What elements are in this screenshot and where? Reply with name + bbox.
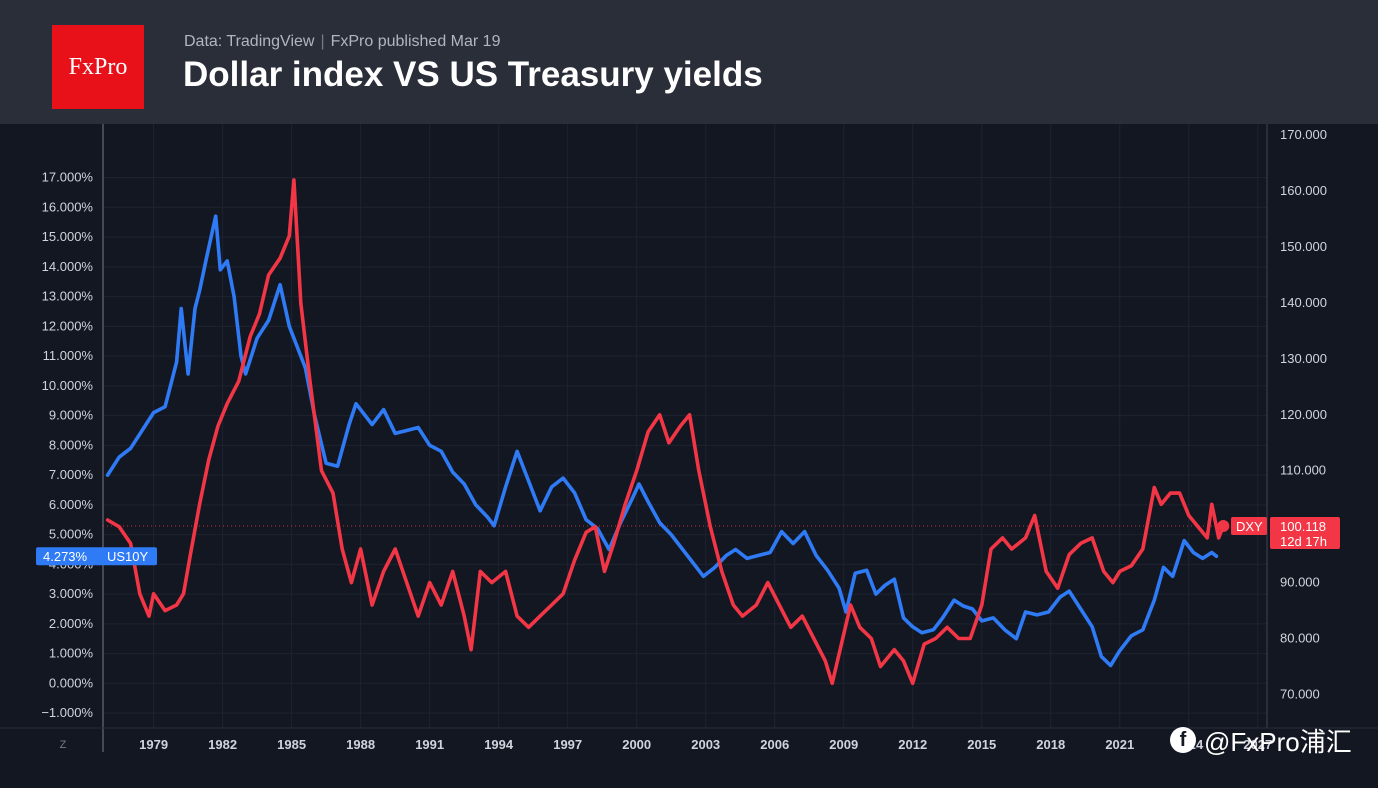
chart-title: Dollar index VS US Treasury yields [183,55,763,94]
right-tick-label: 110.000 [1280,463,1326,478]
left-tick-label: 2.000% [49,616,94,631]
watermark-text: @FxPro浦汇 [1204,726,1352,757]
right-tick-label: 170.000 [1280,127,1327,142]
chart-source: Data: TradingView | FxPro published Mar 19 [184,33,500,51]
left-tick-label: 11.000% [43,348,94,363]
series-line-dxy [105,178,1226,686]
dxy-value-label: 100.118 [1280,519,1326,534]
right-tick-label: 140.000 [1280,295,1327,310]
left-tick-label: 1.000% [49,646,94,661]
fxpro-logo: FxPro [52,25,144,109]
right-tick-label: 160.000 [1280,183,1327,198]
left-tick-label: 9.000% [49,408,94,423]
left-tick-label: 15.000% [42,229,94,244]
left-tick-label: 6.000% [49,497,94,512]
left-tick-label: 13.000% [42,289,94,304]
right-tick-label: 120.000 [1280,407,1327,422]
left-tick-label: 5.000% [49,527,94,542]
dxy-countdown-label: 12d 17h [1280,534,1327,549]
x-tick-label: 1997 [553,737,582,752]
us10y-name-label: US10Y [107,549,149,564]
dxy-last-point [1217,520,1230,533]
x-tick-label: 2006 [760,737,789,752]
published-label: FxPro published Mar 19 [330,33,501,50]
us10y-value-label: 4.273% [43,549,88,564]
left-tick-label: 17.000% [42,170,94,185]
left-tick-label: 8.000% [49,437,94,452]
right-tick-label: 130.000 [1280,351,1327,366]
right-tick-label: 70.000 [1280,686,1320,701]
left-tick-label: 0.000% [49,675,94,690]
x-tick-label: 2012 [898,737,927,752]
separator: | [320,33,325,50]
left-tick-label: 7.000% [49,467,94,482]
facebook-icon: f [1170,727,1196,753]
x-tick-label: 2015 [967,737,996,752]
series-line-us10y [105,214,1219,668]
left-tick-label: 16.000% [42,199,94,214]
x-tick-label: 2018 [1036,737,1065,752]
source-label: Data: TradingView [184,33,315,50]
dxy-name-bg [1231,517,1267,536]
dxy-value-bg [1270,517,1340,550]
right-tick-label: 80.000 [1280,631,1320,646]
left-tick-label: −1.000% [41,705,93,720]
right-tick-label: 90.000 [1280,575,1320,590]
x-tick-label: 2021 [1105,737,1134,752]
x-tick-label: 1982 [208,737,237,752]
left-tick-label: 10.000% [42,378,94,393]
left-tick-label: 12.000% [42,318,94,333]
x-tick-label: 1985 [277,737,306,752]
left-tick-label: 3.000% [49,586,94,601]
x-tick-label: 1988 [346,737,375,752]
zoom-button[interactable]: Z [59,739,67,751]
x-tick-label: 2003 [691,737,720,752]
dxy-name-label: DXY [1236,519,1263,534]
x-tick-label: 2009 [829,737,858,752]
x-tick-label: 1994 [484,737,514,752]
chart-header: FxPro Data: TradingView | FxPro published … [0,0,1378,124]
x-tick-label: 2000 [622,737,651,752]
us10y-label-bg [36,547,157,566]
x-tick-label: 1991 [415,737,444,752]
left-tick-label: 14.000% [42,259,94,274]
right-tick-label: 150.000 [1280,239,1327,254]
watermark: f @FxPro浦汇 [1170,724,1352,757]
x-tick-label: 2027 [1243,737,1272,752]
x-tick-label: 1979 [139,737,168,752]
chart-canvas: 17.000% 16.000% 15.000% 14.000% 13.000% 12.00… [0,124,1378,752]
